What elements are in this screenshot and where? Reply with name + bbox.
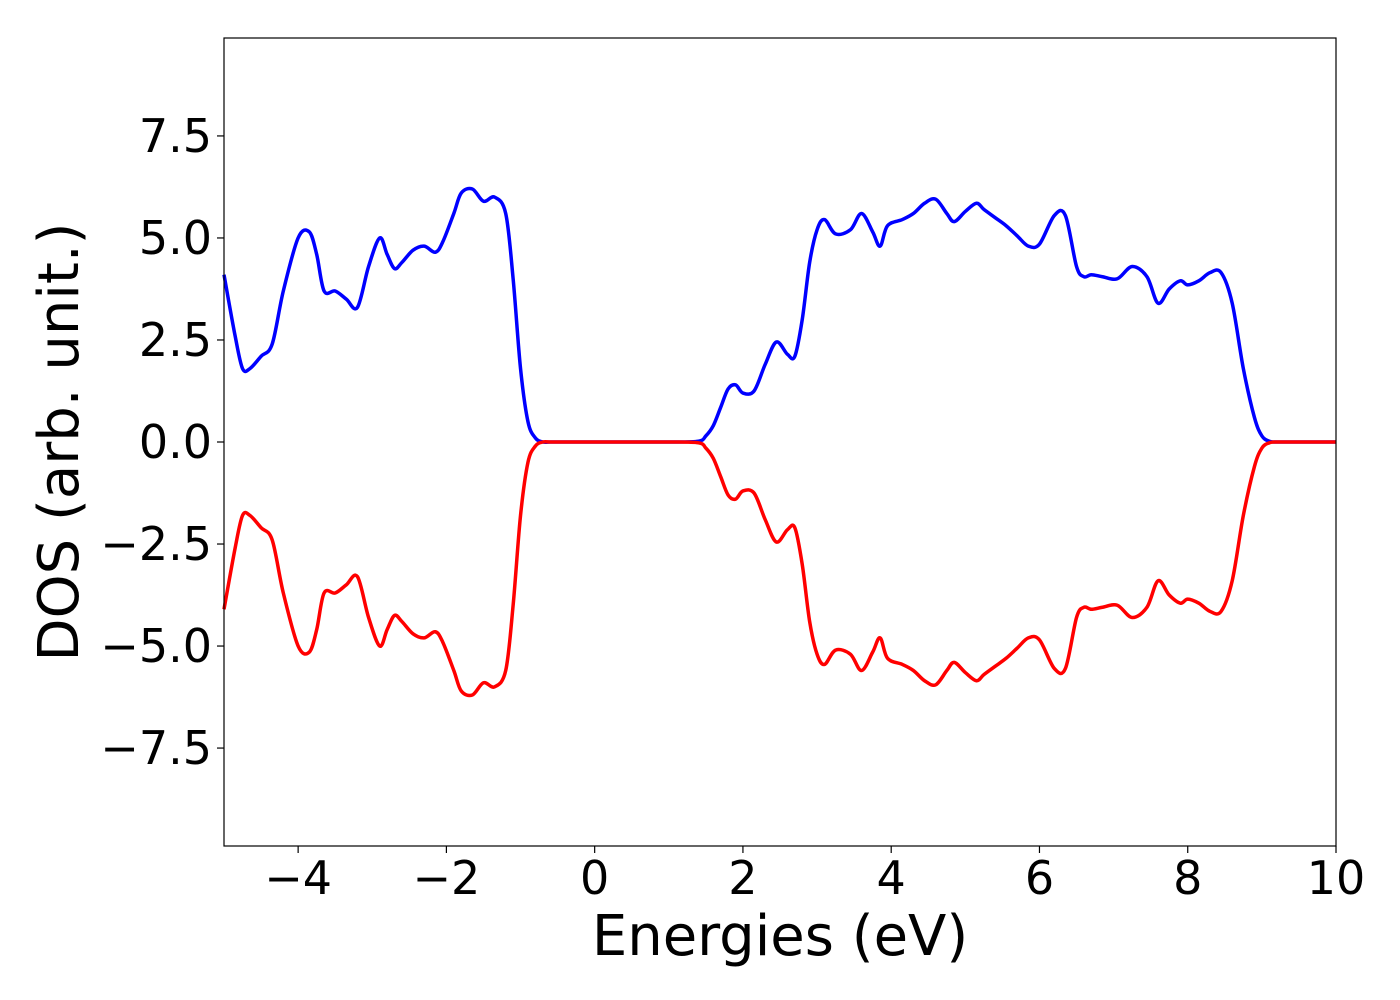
y-tick-label: −5.0	[100, 619, 212, 673]
series-layer	[222, 186, 1336, 698]
x-tick-label: 6	[1025, 851, 1054, 905]
plot-frame	[223, 37, 1337, 847]
x-tick-label: 2	[728, 851, 757, 905]
series-line-2	[222, 439, 1336, 698]
x-tick-label: 10	[1307, 851, 1366, 905]
y-tick-label: −2.5	[100, 517, 212, 571]
x-tick-label: −2	[412, 851, 480, 905]
y-tick-label: 0.0	[139, 415, 212, 469]
series-line-1	[222, 186, 1336, 445]
y-tick-label: −7.5	[100, 721, 212, 775]
x-axis-title: Energies (eV)	[592, 904, 968, 969]
y-tick-label: 2.5	[139, 313, 212, 367]
x-tick-label: 8	[1173, 851, 1202, 905]
y-axis-title: DOS (arb. unit.)	[27, 222, 92, 661]
x-tick-label: 4	[877, 851, 906, 905]
x-tick-label: 0	[580, 851, 609, 905]
y-tick-label: 7.5	[139, 109, 212, 163]
ticks-layer: −4 −2 0 2 4 6 8 10 7.5 5.0 2.5 0.0 −2.5 −5.0 −7.5	[100, 109, 1365, 905]
y-tick-label: 5.0	[139, 211, 212, 265]
x-tick-label: −4	[264, 851, 332, 905]
